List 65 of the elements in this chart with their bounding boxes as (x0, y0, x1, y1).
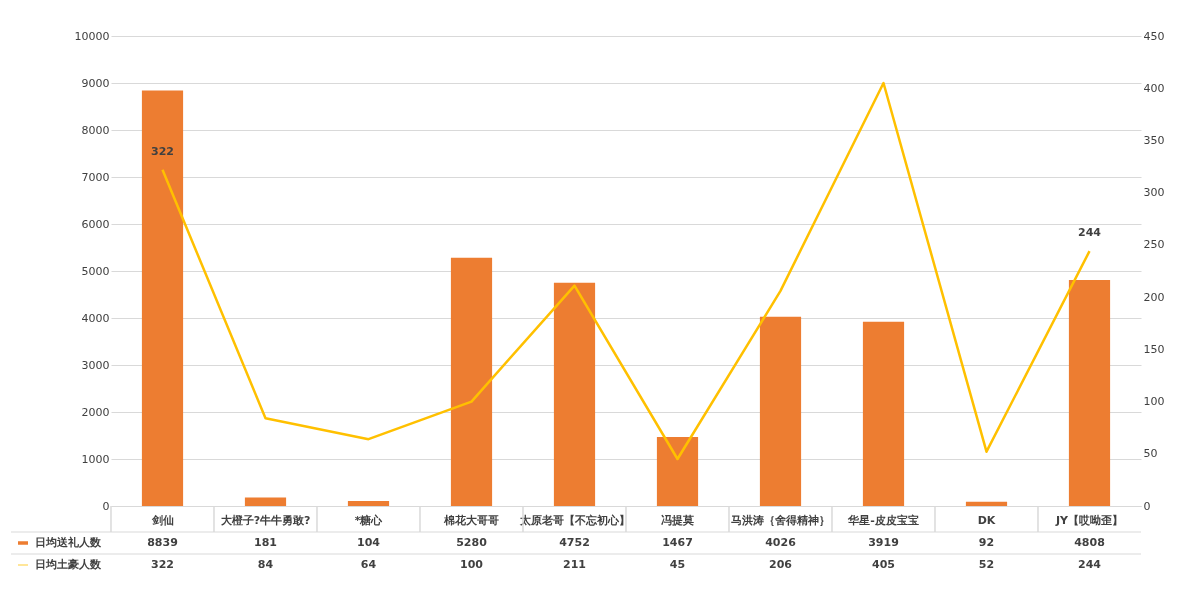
y-tick-label: 8000 (81, 123, 110, 137)
x-tick-label: 华星-皮皮宝宝 (847, 513, 919, 527)
x-tick-label: 冯提莫 (661, 513, 694, 527)
y2-tick-label: 400 (1143, 81, 1165, 95)
y-tick-label: 5000 (81, 264, 110, 278)
data-label: 322 (151, 558, 174, 571)
y2-tick-label: 200 (1143, 290, 1165, 304)
bar (1068, 280, 1111, 506)
data-label: 84 (257, 558, 274, 571)
data-label: 4808 (1074, 536, 1105, 549)
data-label: 100 (460, 558, 484, 571)
y2-tick-label: 100 (1143, 395, 1165, 409)
annotation: 244 (1078, 226, 1102, 240)
x-tick-label: 马洪涛｛舍得精神｝ (731, 513, 830, 527)
x-tick-label: 大橙子?牛牛勇敢? (220, 513, 311, 527)
y-tick-label: 1000 (81, 452, 110, 466)
legend-label: 日均送礼人数 (35, 536, 102, 549)
x-tick-label: DK (977, 513, 996, 527)
y2-tick-label: 150 (1143, 342, 1165, 356)
bar (965, 501, 1008, 506)
annotation: 322 (151, 144, 174, 158)
y-tick-label: 10000 (74, 29, 110, 43)
bar (450, 257, 493, 506)
y-tick-label: 0 (102, 499, 110, 513)
y2-tick-label: 300 (1143, 186, 1165, 200)
data-label: 405 (872, 558, 895, 571)
data-label: 3919 (868, 536, 899, 549)
legend-label: 日均土豪人数 (35, 558, 102, 571)
data-label: 4752 (559, 536, 590, 549)
data-label: 52 (978, 558, 995, 571)
bar (656, 437, 699, 506)
data-label: 244 (1078, 558, 1102, 571)
data-label: 181 (254, 536, 277, 549)
y-tick-label: 9000 (81, 76, 110, 90)
y2-tick-label: 450 (1143, 29, 1165, 43)
data-label: 211 (563, 558, 586, 571)
bar (141, 90, 184, 506)
bar (244, 497, 287, 506)
x-tick-label: 剑仙 (150, 513, 174, 527)
data-label: 8839 (147, 536, 178, 549)
y-tick-label: 4000 (81, 311, 110, 325)
y2-tick-label: 350 (1143, 133, 1165, 147)
data-label: 45 (669, 558, 686, 571)
y-tick-label: 3000 (81, 358, 110, 372)
x-tick-label: *糖心 (354, 513, 384, 527)
x-tick-label: JY【哎呦歪】 (1054, 513, 1124, 527)
y2-tick-label: 0 (1143, 499, 1151, 513)
bar (347, 501, 390, 506)
y-tick-label: 7000 (81, 170, 110, 184)
x-tick-label: 太原老哥【不忘初心】 (518, 513, 630, 527)
bar (862, 321, 905, 506)
data-label: 64 (360, 558, 377, 571)
data-label: 4026 (765, 536, 797, 549)
bar (553, 282, 596, 506)
data-label: 5280 (456, 536, 488, 549)
data-label: 104 (357, 536, 381, 549)
data-label: 1467 (662, 536, 693, 549)
y-tick-label: 2000 (81, 405, 110, 419)
y-tick-label: 6000 (81, 217, 110, 231)
x-tick-label: 棉花大哥哥 (443, 513, 499, 527)
bar (759, 316, 802, 506)
y2-tick-label: 50 (1143, 447, 1158, 461)
data-label: 92 (978, 536, 995, 549)
y2-tick-label: 250 (1143, 238, 1165, 252)
data-label: 206 (769, 558, 793, 571)
